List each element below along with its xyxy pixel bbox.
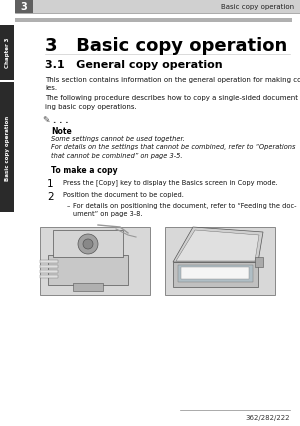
Bar	[15, 19, 292, 23]
Text: . . .: . . .	[53, 116, 68, 125]
Text: Some settings cannot be used together.: Some settings cannot be used together.	[51, 136, 185, 142]
Bar	[255, 257, 263, 268]
Bar	[73, 283, 103, 291]
Text: Basic copy operation: Basic copy operation	[221, 4, 294, 10]
Bar	[40, 265, 58, 268]
Text: 3: 3	[21, 2, 27, 12]
Text: To make a copy: To make a copy	[51, 166, 118, 175]
Text: –: –	[67, 202, 70, 208]
Polygon shape	[176, 230, 259, 262]
Text: This section contains information on the general operation for making cop-
ies.: This section contains information on the…	[45, 77, 300, 91]
Bar	[173, 262, 258, 287]
Text: 362/282/222: 362/282/222	[245, 414, 290, 420]
Bar	[165, 227, 275, 295]
Bar	[40, 227, 150, 295]
Text: 3.1   General copy operation: 3.1 General copy operation	[45, 60, 223, 70]
Text: Note: Note	[51, 127, 72, 136]
Text: The following procedure describes how to copy a single-sided document us-
ing ba: The following procedure describes how to…	[45, 95, 300, 109]
Bar	[0, 26, 14, 81]
Text: For details on positioning the document, refer to “Feeding the doc-
ument” on pa: For details on positioning the document,…	[73, 202, 296, 217]
Bar	[48, 256, 128, 285]
Bar	[40, 271, 58, 273]
Text: Position the document to be copied.: Position the document to be copied.	[63, 192, 184, 198]
Circle shape	[78, 234, 98, 254]
Text: 1: 1	[47, 178, 54, 189]
Bar	[0, 83, 14, 213]
Polygon shape	[173, 227, 263, 262]
Bar	[53, 230, 123, 257]
Bar	[40, 260, 58, 263]
Text: 3   Basic copy operation: 3 Basic copy operation	[45, 37, 287, 55]
Text: 2: 2	[47, 192, 54, 201]
Text: Press the [Copy] key to display the Basics screen in Copy mode.: Press the [Copy] key to display the Basi…	[63, 178, 278, 185]
Bar	[15, 0, 300, 14]
Text: ✎: ✎	[42, 116, 50, 125]
Bar	[178, 265, 253, 282]
Text: Basic copy operation: Basic copy operation	[4, 115, 10, 180]
Bar	[15, 0, 33, 14]
Bar	[40, 275, 58, 278]
Text: For details on the settings that cannot be combined, refer to “Operations
that c: For details on the settings that cannot …	[51, 144, 296, 158]
Bar	[181, 268, 249, 279]
Text: Chapter 3: Chapter 3	[4, 37, 10, 68]
Circle shape	[83, 239, 93, 249]
